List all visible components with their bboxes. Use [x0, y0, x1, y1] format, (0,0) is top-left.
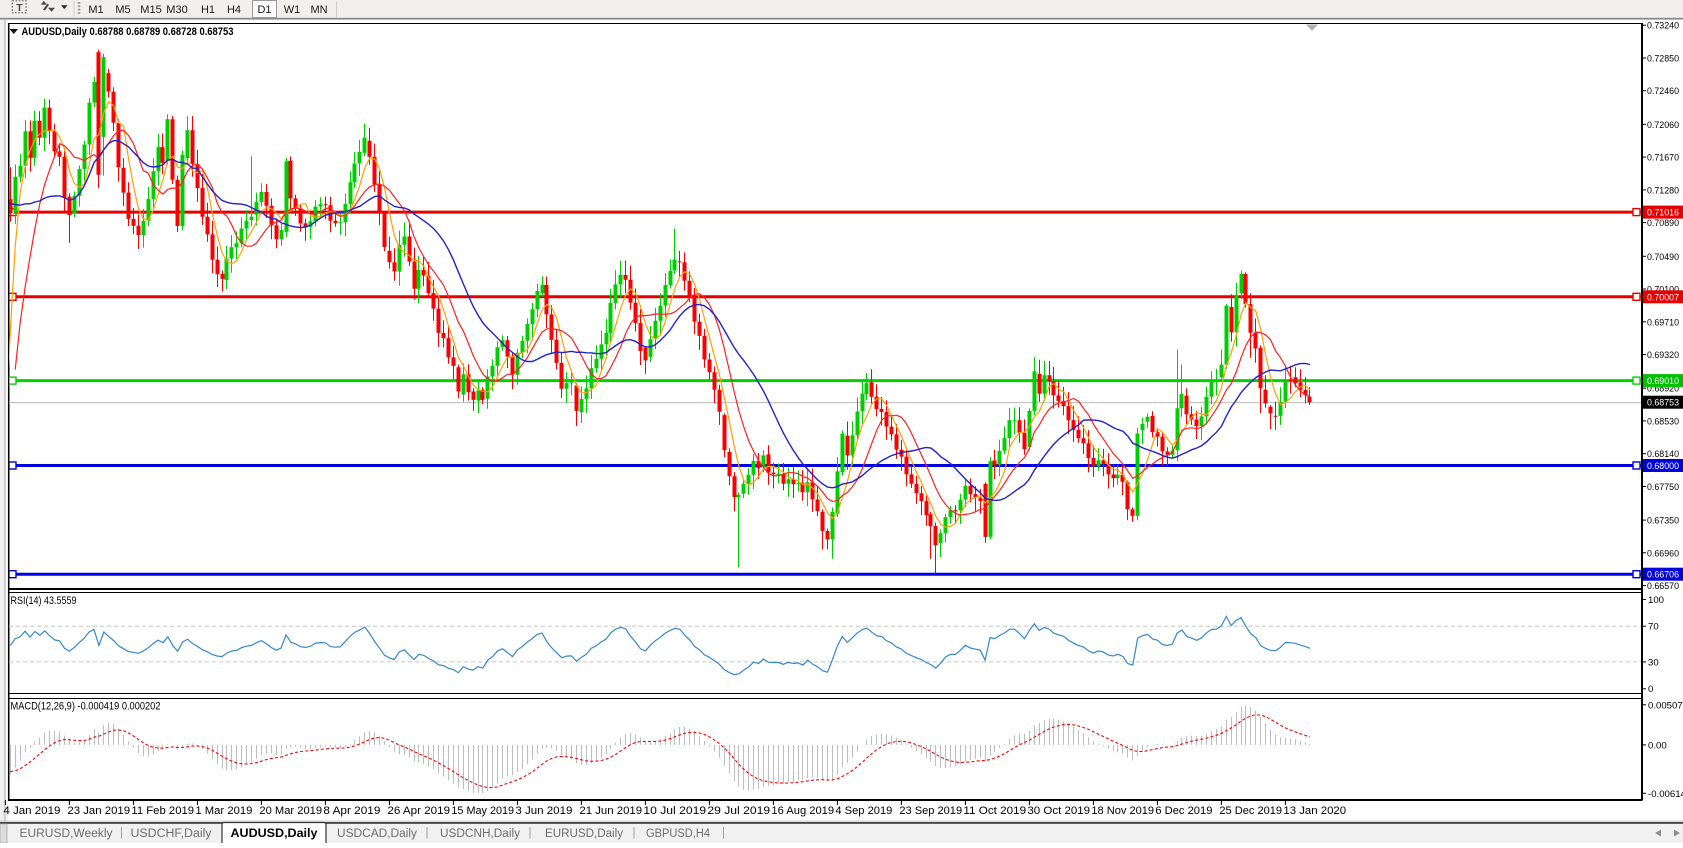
svg-text:11 Oct 2019: 11 Oct 2019: [963, 805, 1026, 817]
svg-text:H1: H1: [201, 4, 215, 16]
svg-text:10 Jul 2019: 10 Jul 2019: [643, 805, 706, 817]
svg-text:0.72850: 0.72850: [1647, 54, 1679, 65]
svg-text:0.71280: 0.71280: [1647, 185, 1679, 196]
svg-text:0.70100: 0.70100: [1647, 285, 1679, 296]
svg-text:29 Jul 2019: 29 Jul 2019: [707, 805, 770, 817]
svg-text:W1: W1: [284, 4, 301, 16]
svg-text:0.72060: 0.72060: [1647, 120, 1679, 131]
svg-text:0.67350: 0.67350: [1647, 516, 1679, 527]
svg-text:0.72460: 0.72460: [1647, 86, 1679, 97]
svg-text:3 Jun 2019: 3 Jun 2019: [515, 805, 572, 817]
svg-text:|: |: [722, 827, 725, 839]
svg-text:11 Feb 2019: 11 Feb 2019: [131, 805, 194, 817]
svg-text:0: 0: [1648, 684, 1653, 695]
svg-text:0.68753: 0.68753: [1647, 398, 1679, 409]
svg-text:6 Dec 2019: 6 Dec 2019: [1155, 805, 1212, 817]
svg-text:4 Jan 2019: 4 Jan 2019: [3, 805, 60, 817]
svg-text:0.66960: 0.66960: [1647, 548, 1679, 559]
svg-text:13 Jan 2020: 13 Jan 2020: [1283, 805, 1346, 817]
svg-text:MACD(12,26,9) -0.000419 0.0002: MACD(12,26,9) -0.000419 0.000202: [11, 701, 161, 713]
svg-text:|: |: [426, 827, 429, 839]
svg-text:AUDUSD,Daily 0.68788 0.68789: AUDUSD,Daily 0.68788 0.68789 0.68728 0.6…: [22, 26, 234, 38]
svg-text:26 Apr 2019: 26 Apr 2019: [387, 805, 450, 817]
svg-text:0.73240: 0.73240: [1647, 21, 1679, 32]
svg-text:USDCAD,Daily: USDCAD,Daily: [337, 828, 417, 840]
svg-text:M30: M30: [166, 4, 187, 16]
svg-text:8 Apr 2019: 8 Apr 2019: [323, 805, 380, 817]
svg-text:GBPUSD,H4: GBPUSD,H4: [646, 828, 711, 840]
svg-text:M1: M1: [88, 4, 103, 16]
svg-text:30 Oct 2019: 30 Oct 2019: [1027, 805, 1090, 817]
svg-text:0.68920: 0.68920: [1647, 384, 1679, 395]
svg-text:0.69320: 0.69320: [1647, 350, 1679, 361]
svg-text:M15: M15: [140, 4, 161, 16]
svg-text:EURUSD,Weekly: EURUSD,Weekly: [20, 828, 113, 840]
svg-text:0.68530: 0.68530: [1647, 416, 1679, 427]
svg-text:H4: H4: [227, 4, 241, 16]
svg-text:0.69710: 0.69710: [1647, 317, 1679, 328]
svg-text:30: 30: [1648, 657, 1659, 668]
svg-text:0.005076: 0.005076: [1648, 700, 1683, 711]
svg-text:T: T: [16, 2, 23, 14]
svg-text:0.71670: 0.71670: [1647, 153, 1679, 164]
svg-text:23 Sep 2019: 23 Sep 2019: [899, 805, 962, 817]
svg-text:4 Sep 2019: 4 Sep 2019: [835, 805, 892, 817]
svg-text:MN: MN: [310, 4, 327, 16]
svg-text:0.69010: 0.69010: [1647, 376, 1679, 387]
svg-text:15 May 2019: 15 May 2019: [451, 805, 514, 817]
svg-text:|: |: [529, 827, 532, 839]
svg-text:18 Nov 2019: 18 Nov 2019: [1091, 805, 1154, 817]
svg-text:0.00: 0.00: [1648, 740, 1667, 751]
svg-text:0.68140: 0.68140: [1647, 449, 1679, 460]
svg-text:RSI(14) 43.5559: RSI(14) 43.5559: [11, 595, 77, 607]
svg-text:-0.006148: -0.006148: [1648, 789, 1683, 800]
svg-text:0.70007: 0.70007: [1647, 292, 1679, 303]
svg-text:100: 100: [1648, 595, 1664, 606]
svg-text:23 Jan 2019: 23 Jan 2019: [67, 805, 130, 817]
svg-text:USDCHF,Daily: USDCHF,Daily: [131, 828, 212, 840]
svg-text:25 Dec 2019: 25 Dec 2019: [1219, 805, 1282, 817]
svg-text:0.66570: 0.66570: [1647, 581, 1679, 592]
svg-text:0.71016: 0.71016: [1647, 208, 1679, 219]
svg-text:1 Mar 2019: 1 Mar 2019: [195, 805, 252, 817]
svg-text:USDCNH,Daily: USDCNH,Daily: [440, 828, 520, 840]
svg-text:0.67750: 0.67750: [1647, 482, 1679, 493]
svg-text:AUDUSD,Daily: AUDUSD,Daily: [231, 828, 319, 840]
svg-text:|: |: [120, 827, 123, 839]
svg-text:|: |: [633, 827, 636, 839]
svg-text:0.70890: 0.70890: [1647, 218, 1679, 229]
svg-text:0.68000: 0.68000: [1647, 461, 1679, 472]
svg-text:0.70490: 0.70490: [1647, 252, 1679, 263]
svg-text:D1: D1: [257, 4, 271, 16]
svg-text:0.66706: 0.66706: [1647, 570, 1679, 581]
svg-text:16 Aug 2019: 16 Aug 2019: [771, 805, 834, 817]
svg-text:70: 70: [1648, 622, 1659, 633]
svg-text:M5: M5: [115, 4, 130, 16]
svg-text:21 Jun 2019: 21 Jun 2019: [579, 805, 642, 817]
svg-text:20 Mar 2019: 20 Mar 2019: [259, 805, 322, 817]
svg-text:EURUSD,Daily: EURUSD,Daily: [545, 828, 623, 840]
